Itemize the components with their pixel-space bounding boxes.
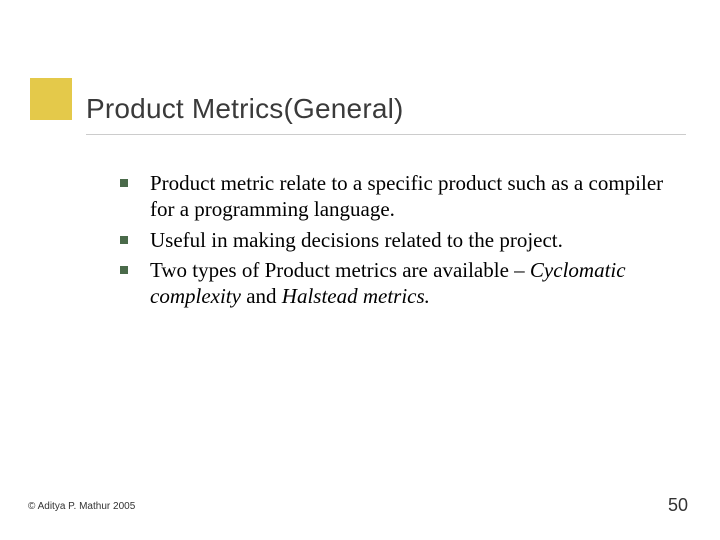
title-underline — [86, 134, 686, 135]
slide-body: Product metric relate to a specific prod… — [120, 170, 680, 313]
square-bullet-icon — [120, 236, 128, 244]
list-item: Two types of Product metrics are availab… — [120, 257, 680, 310]
bullet-text: Useful in making decisions related to th… — [150, 227, 680, 253]
square-bullet-icon — [120, 179, 128, 187]
list-item: Product metric relate to a specific prod… — [120, 170, 680, 223]
slide-number: 50 — [668, 495, 688, 516]
list-item: Useful in making decisions related to th… — [120, 227, 680, 253]
slide-title: Product Metrics(General) — [86, 93, 404, 125]
accent-box — [30, 78, 72, 120]
square-bullet-icon — [120, 266, 128, 274]
bullet-text: Two types of Product metrics are availab… — [150, 257, 680, 310]
bullet-text: Product metric relate to a specific prod… — [150, 170, 680, 223]
footer-copyright: © Aditya P. Mathur 2005 — [28, 501, 135, 512]
